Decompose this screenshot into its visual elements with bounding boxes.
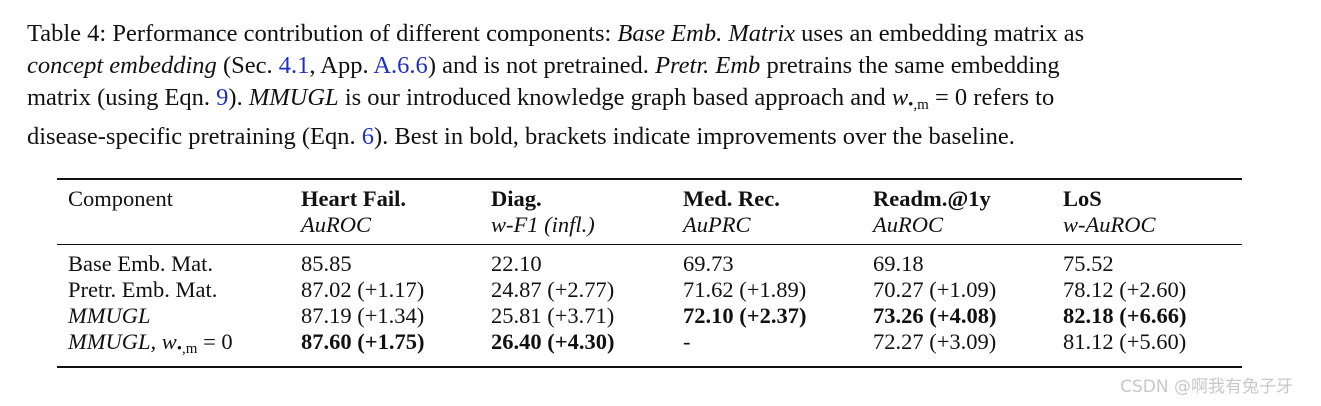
cell: 72.10 (+2.37): [683, 303, 807, 328]
caption-text: Pretr. Emb: [655, 52, 761, 79]
cell: 87.60 (+1.75): [301, 329, 425, 354]
cell: 87.02 (+1.17): [301, 277, 425, 302]
cell: -: [683, 329, 691, 354]
caption-text: ). Best in bold, brackets indicate impro…: [373, 123, 1015, 150]
cell: 82.18 (+6.66): [1063, 303, 1187, 328]
caption-text: Table 4: Performance contribution of dif…: [27, 20, 618, 47]
header-cell: Component: [68, 186, 173, 211]
cell: 26.40 (+4.30): [491, 329, 615, 354]
caption-text: (Sec.: [216, 52, 279, 79]
results-table: Component Heart Fail. Diag. Med. Rec. Re…: [57, 178, 1242, 368]
row-label: MMUGL, w•,m = 0: [57, 329, 290, 367]
row-label: MMUGL: [68, 303, 151, 328]
metric-cell: w-AuROC: [1063, 212, 1156, 237]
cell: 81.12 (+5.60): [1063, 329, 1187, 354]
math-subscript: •,m: [908, 97, 929, 113]
cell: 72.27 (+3.09): [873, 329, 997, 354]
header-cell: Readm.@1y: [873, 186, 991, 211]
caption-text: , App.: [309, 52, 374, 79]
caption-text: uses an embedding matrix as: [795, 20, 1085, 47]
header-cell: LoS: [1063, 186, 1102, 211]
caption-text: concept embedding: [27, 52, 217, 79]
cell: 22.10: [491, 251, 542, 276]
reference-link[interactable]: 6: [361, 123, 374, 150]
row-label: Base Emb. Mat.: [68, 251, 213, 276]
reference-link[interactable]: A.6.6: [373, 52, 428, 79]
cell: 73.26 (+4.08): [873, 303, 997, 328]
cell: 71.62 (+1.89): [683, 277, 807, 302]
caption-text: Base Emb. Matrix: [617, 20, 796, 47]
cell: 69.73: [683, 251, 734, 276]
cell: 25.81 (+3.71): [491, 303, 615, 328]
row-label-text: MMUGL, w: [68, 329, 177, 354]
header-cell: Heart Fail.: [301, 186, 406, 211]
cell: 85.85: [301, 251, 352, 276]
watermark: CSDN @啊我有兔子牙: [1120, 377, 1293, 397]
math-subscript: •,m: [176, 341, 198, 357]
caption-text: matrix (using Eqn.: [27, 84, 217, 111]
metric-cell: AuPRC: [683, 212, 751, 237]
cell: 87.19 (+1.34): [301, 303, 425, 328]
caption-text: disease-specific pretraining (Eqn.: [27, 123, 362, 150]
math: = 0: [928, 84, 968, 111]
table-caption: Table 4: Performance contribution of dif…: [27, 18, 1084, 153]
caption-text: MMUGL: [248, 84, 339, 111]
math: = 0: [197, 329, 233, 354]
metric-cell: AuROC: [873, 212, 943, 237]
row-label: Pretr. Emb. Mat.: [68, 277, 218, 302]
metric-cell: w-F1 (infl.): [491, 212, 595, 237]
caption-text: is our introduced knowledge graph based …: [338, 84, 892, 111]
cell: 75.52: [1063, 251, 1114, 276]
cell: 24.87 (+2.77): [491, 277, 615, 302]
header-cell: Med. Rec.: [683, 186, 780, 211]
cell: 69.18: [873, 251, 924, 276]
caption-text: refers to: [967, 84, 1055, 111]
metric-cell: AuROC: [301, 212, 371, 237]
header-cell: Diag.: [491, 186, 542, 211]
cell: 70.27 (+1.09): [873, 277, 997, 302]
caption-text: ).: [228, 84, 249, 111]
cell: 78.12 (+2.60): [1063, 277, 1187, 302]
caption-text: pretrains the same embedding: [760, 52, 1060, 79]
math: w: [891, 84, 909, 111]
caption-text: ) and is not pretrained.: [427, 52, 656, 79]
reference-link[interactable]: 9: [216, 84, 229, 111]
reference-link[interactable]: 4.1: [278, 52, 310, 79]
